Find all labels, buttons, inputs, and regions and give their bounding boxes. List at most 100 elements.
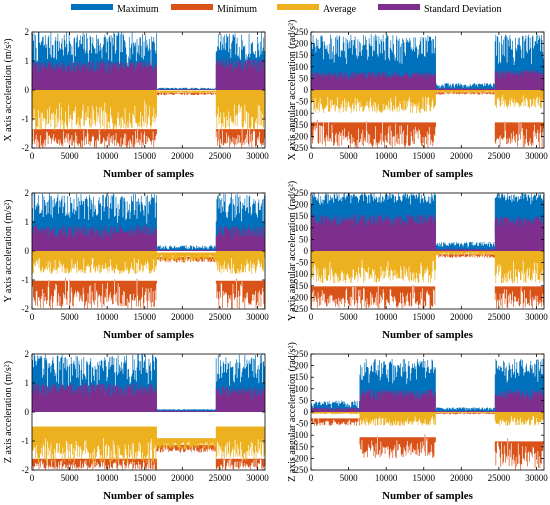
series-std-segment	[435, 410, 495, 412]
y-tick-label: -200	[292, 453, 309, 463]
y-tick-label: 50	[299, 234, 309, 244]
x-tick-label: 30000	[246, 151, 269, 161]
y-tick-label: 200	[295, 200, 309, 210]
series-group	[32, 354, 265, 470]
chart-panel-3: 0 5000 10000 15000 20000 25000 30000 -2 -1 0 1 2 Num…	[3, 188, 269, 341]
legend-swatch	[171, 4, 213, 10]
y-tick-label: -150	[292, 442, 309, 452]
series-std-segment	[156, 89, 216, 90]
series-group	[32, 32, 265, 148]
series-min-segment	[311, 120, 436, 148]
y-tick-label: 2	[25, 349, 30, 359]
series-avg-segment	[494, 412, 544, 426]
y-tick-label: -150	[292, 120, 309, 130]
y-tick-label: -250	[292, 304, 309, 314]
x-tick-label: 5000	[61, 151, 80, 161]
series-min	[32, 256, 265, 309]
series-min-segment	[359, 434, 436, 459]
y-tick-label: 0	[304, 407, 309, 417]
y-tick-label: -2	[22, 304, 30, 314]
y-tick-label: -200	[292, 131, 309, 141]
series-std-segment	[311, 71, 436, 90]
y-tick-label: 150	[295, 372, 309, 382]
x-tick-label: 25000	[488, 473, 511, 483]
legend: Maximum Minimum Average Standard Deviation	[71, 4, 501, 15]
y-tick-label: -2	[22, 465, 30, 475]
y-tick-label: 100	[295, 62, 309, 72]
x-axis-label: Number of samples	[103, 490, 195, 502]
series-avg	[311, 412, 544, 426]
series-min	[311, 253, 544, 309]
y-tick-label: 250	[295, 27, 309, 37]
series-min	[311, 92, 544, 148]
y-tick-label: 200	[295, 39, 309, 49]
y-axis-label: X axis acceleration (m/s²)	[3, 38, 14, 141]
y-tick-label: 250	[295, 188, 309, 198]
y-tick-label: -100	[292, 108, 309, 118]
series-std	[311, 213, 544, 251]
x-tick-label: 5000	[340, 473, 359, 483]
series-min-segment	[494, 438, 544, 470]
y-tick-label: -2	[22, 143, 30, 153]
series-avg-segment	[311, 90, 436, 114]
series-min-segment	[215, 278, 265, 309]
x-tick-label: 10000	[375, 312, 398, 322]
series-avg	[311, 90, 544, 114]
series-avg-segment	[215, 426, 265, 461]
x-axis-label: Number of samples	[103, 168, 195, 180]
series-max-segment	[311, 34, 436, 86]
x-tick-label: 20000	[171, 312, 194, 322]
legend-item-standard-deviation: Standard Deviation	[378, 4, 501, 15]
series-min-segment	[32, 128, 157, 148]
series-avg-segment	[32, 426, 157, 465]
x-tick-label: 0	[30, 151, 35, 161]
series-std	[32, 58, 265, 90]
legend-swatch	[378, 4, 420, 10]
x-tick-label: 30000	[246, 473, 269, 483]
legend-label: Maximum	[117, 4, 159, 15]
series-std-segment	[494, 69, 544, 90]
series-avg-segment	[215, 90, 265, 131]
y-tick-label: -50	[296, 97, 308, 107]
y-tick-label: 0	[25, 407, 30, 417]
series-avg-segment	[494, 90, 544, 109]
y-tick-label: -50	[296, 419, 308, 429]
series-std-segment	[311, 407, 360, 412]
series-group	[311, 358, 544, 470]
y-tick-label: 0	[25, 246, 30, 256]
y-tick-label: 50	[299, 73, 309, 83]
series-std	[32, 383, 265, 412]
series-avg-segment	[215, 251, 265, 275]
y-axis-label: X axis angular acceleration (rad/s²)	[287, 20, 298, 161]
y-tick-label: 200	[295, 361, 309, 371]
series-avg-segment	[311, 251, 436, 284]
x-axis-label: Number of samples	[382, 490, 474, 502]
x-tick-label: 20000	[171, 151, 194, 161]
series-std-segment	[156, 249, 216, 251]
series-min-segment	[311, 285, 436, 309]
series-std-segment	[435, 88, 495, 90]
x-tick-label: 10000	[96, 312, 119, 322]
series-avg	[32, 251, 265, 275]
x-tick-label: 5000	[61, 473, 80, 483]
x-tick-label: 20000	[450, 151, 473, 161]
x-tick-label: 15000	[412, 473, 435, 483]
series-std-segment	[359, 388, 436, 412]
x-tick-label: 0	[30, 473, 35, 483]
y-tick-label: -1	[22, 436, 30, 446]
series-std-segment	[32, 61, 157, 90]
x-tick-label: 10000	[375, 151, 398, 161]
series-std	[311, 69, 544, 90]
series-std-segment	[156, 410, 216, 412]
x-tick-label: 15000	[133, 151, 156, 161]
series-min-segment	[494, 121, 544, 148]
series-avg-segment	[435, 412, 495, 414]
y-tick-label: -1	[22, 275, 30, 285]
chart-panel-5: 0 5000 10000 15000 20000 25000 30000 -2 -1 0 1 2 Num…	[3, 349, 269, 502]
series-min-segment	[215, 128, 265, 148]
y-tick-label: 2	[25, 27, 30, 37]
chart-panel-4: 0 5000 10000 15000 20000 25000 30000-250-200-1…	[287, 181, 548, 341]
x-tick-label: 5000	[340, 151, 359, 161]
series-group	[311, 34, 544, 148]
